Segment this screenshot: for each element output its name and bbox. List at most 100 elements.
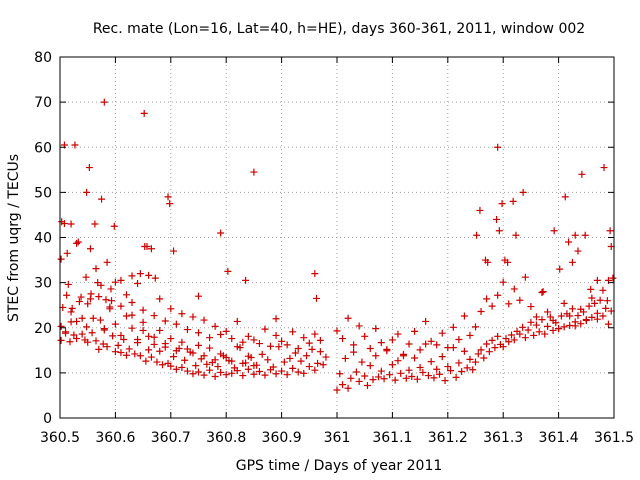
data-point (305, 363, 313, 371)
data-point (377, 339, 385, 347)
data-point (480, 354, 488, 362)
data-point (170, 247, 178, 255)
data-point (512, 231, 520, 239)
data-point (153, 358, 161, 366)
data-point (258, 350, 266, 358)
data-point (473, 231, 481, 239)
data-point (399, 352, 407, 360)
data-point (195, 292, 202, 300)
data-point (57, 322, 65, 330)
data-point (609, 274, 617, 282)
data-point (498, 200, 506, 208)
data-point (344, 314, 352, 322)
data-point (92, 265, 100, 273)
data-point (125, 345, 133, 353)
data-point (150, 340, 158, 348)
data-point (73, 239, 81, 247)
x-tick-label: 361.2 (428, 430, 468, 446)
data-point (172, 365, 180, 373)
data-point (57, 255, 65, 263)
data-point (108, 297, 116, 305)
data-point (355, 322, 363, 330)
data-point (427, 337, 435, 345)
data-point (244, 332, 252, 340)
data-point (85, 164, 93, 172)
y-tick-label: 0 (43, 411, 52, 427)
data-point (150, 333, 158, 341)
data-point (233, 367, 241, 375)
data-point (313, 294, 321, 302)
data-point (314, 359, 322, 367)
data-point (244, 352, 252, 360)
data-point (122, 291, 130, 299)
data-point (178, 310, 186, 318)
data-point (477, 308, 485, 316)
data-point (499, 278, 507, 286)
data-point (474, 350, 482, 358)
data-point (117, 349, 125, 357)
data-point (519, 323, 527, 331)
data-point (316, 336, 324, 344)
data-point (145, 332, 153, 340)
data-point (128, 311, 136, 319)
data-point (166, 200, 174, 208)
data-point (203, 360, 211, 368)
data-point (178, 338, 186, 346)
data-point (483, 340, 491, 348)
data-point (200, 316, 208, 324)
data-point (87, 290, 95, 298)
data-point (131, 350, 139, 358)
y-tick-label: 10 (34, 366, 52, 382)
data-point (67, 220, 75, 228)
data-point (122, 312, 130, 320)
data-point (322, 353, 330, 361)
data-point (472, 323, 479, 331)
data-point (291, 349, 299, 357)
data-point (183, 326, 191, 334)
data-point (541, 330, 549, 338)
data-point (211, 372, 219, 380)
data-point (289, 328, 297, 336)
x-axis-label: GPS time / Days of year 2011 (236, 458, 443, 474)
data-point (422, 317, 430, 325)
data-point (433, 341, 441, 349)
data-point (136, 270, 144, 278)
data-point (92, 337, 100, 345)
data-point (195, 341, 202, 349)
data-point (549, 317, 557, 325)
data-point (178, 363, 186, 371)
data-point (103, 343, 111, 351)
y-tick-label: 50 (34, 185, 52, 201)
data-point (286, 354, 294, 362)
data-point (488, 336, 496, 344)
data-point (363, 382, 371, 390)
data-point (303, 352, 311, 360)
data-point (250, 370, 258, 378)
data-point (200, 371, 208, 379)
data-point (64, 280, 72, 288)
data-point (110, 222, 118, 230)
data-point (599, 312, 607, 320)
data-point (391, 376, 399, 384)
data-point (145, 346, 153, 354)
x-tick-label: 361 (324, 430, 351, 446)
data-point (158, 361, 166, 369)
data-point (549, 326, 557, 334)
y-tick-label: 70 (34, 95, 52, 111)
data-point (122, 351, 130, 359)
data-point (305, 339, 313, 347)
data-point (103, 258, 111, 266)
data-point (63, 291, 71, 299)
data-point (524, 326, 532, 334)
data-point (568, 305, 576, 313)
data-point (250, 336, 258, 344)
data-point (74, 238, 82, 246)
data-point (369, 376, 377, 384)
data-point (114, 341, 122, 349)
data-point (275, 343, 283, 351)
data-point (565, 238, 573, 246)
data-point (167, 362, 175, 370)
data-point (339, 381, 347, 389)
data-point (397, 369, 405, 377)
